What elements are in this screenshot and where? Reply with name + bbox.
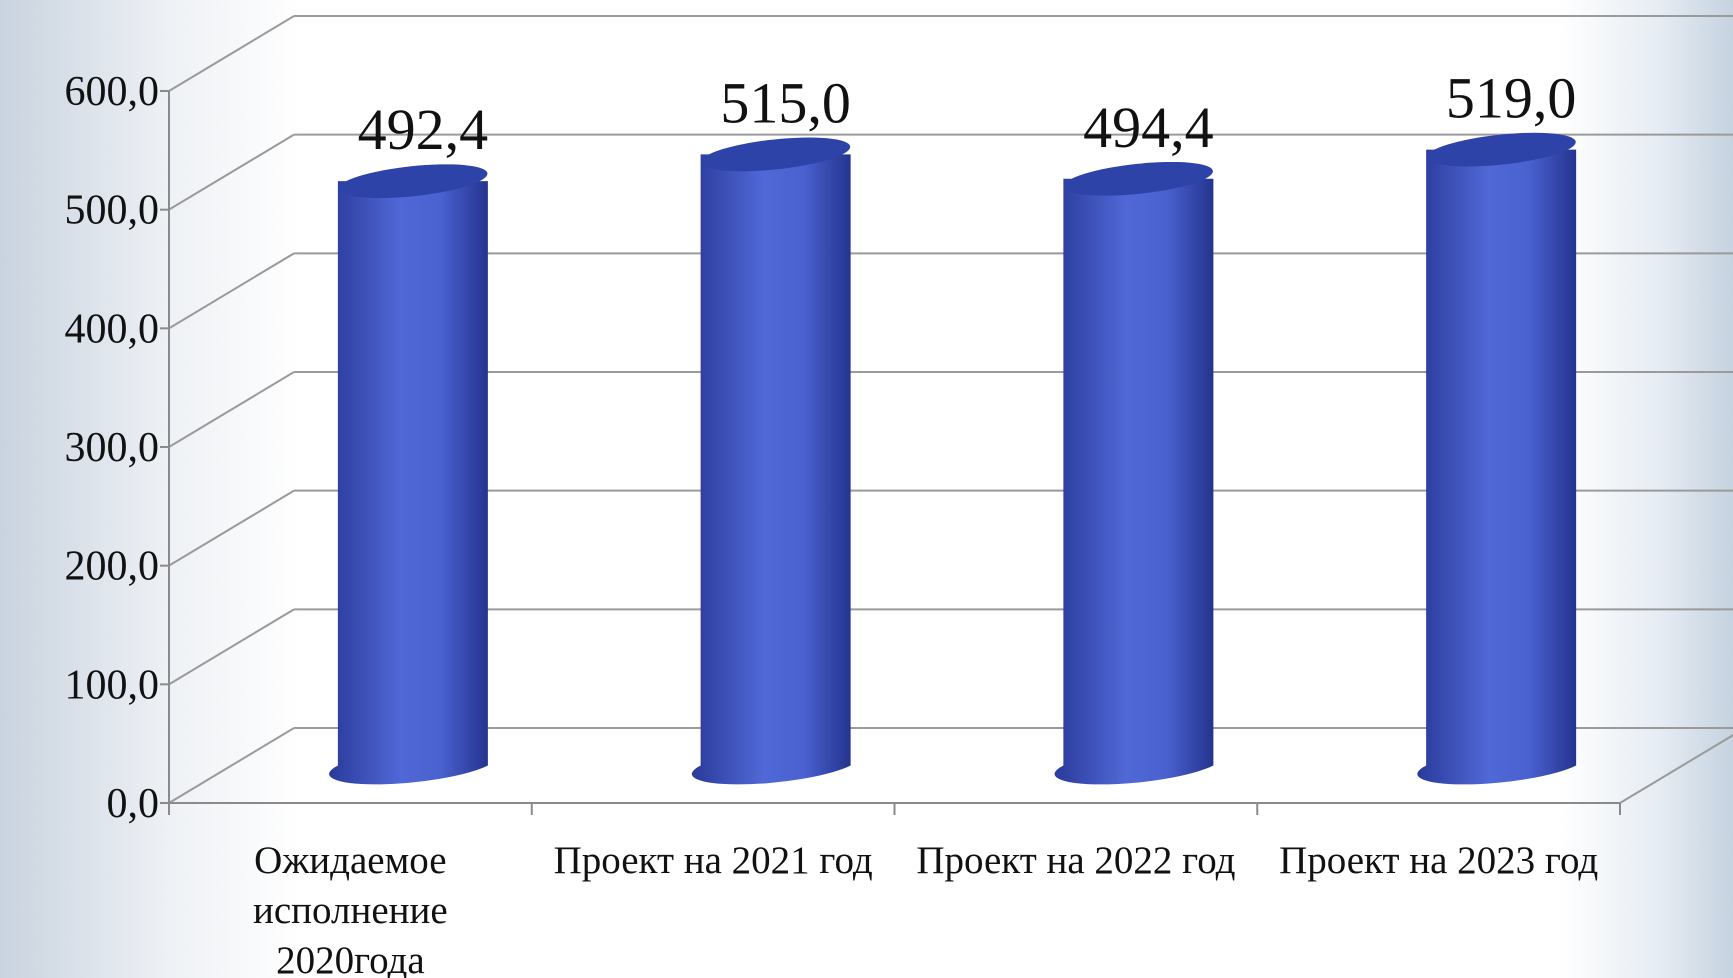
y-tick-label: 500,0 [65, 188, 160, 234]
value-label: 519,0 [1446, 66, 1577, 131]
x-tick-label: Ожидаемое исполнение 2020года [253, 839, 448, 978]
value-label: 492,4 [358, 97, 489, 162]
grid-line [168, 15, 295, 92]
y-tick-label: 100,0 [65, 662, 160, 708]
grid-line [168, 371, 295, 448]
x-tick-label: Проект на 2021 год [553, 839, 873, 882]
x-tick-label: Проект на 2022 год [916, 839, 1236, 882]
bar [1417, 149, 1577, 785]
grid-line [168, 608, 295, 686]
bar [329, 181, 488, 785]
bar [691, 154, 851, 785]
floor-edge [1619, 734, 1733, 804]
y-tick-label: 200,0 [65, 544, 160, 590]
value-label: 515,0 [720, 70, 851, 135]
x-tick-label: Проект на 2023 год [1279, 839, 1599, 882]
bar-top [1426, 132, 1576, 167]
y-tick-label: 400,0 [65, 306, 160, 352]
y-tick-label: 300,0 [65, 425, 160, 471]
grid-line [168, 133, 295, 211]
y-tick-label: 0,0 [107, 781, 160, 827]
value-label: 494,4 [1083, 95, 1214, 160]
grid-line [168, 727, 295, 804]
bar [1054, 178, 1214, 785]
bar-top [1063, 161, 1213, 196]
bar-top [338, 164, 488, 199]
bar-top [701, 137, 851, 172]
grid-line [168, 489, 295, 567]
grid-line [168, 252, 295, 330]
y-tick-label: 600,0 [65, 69, 160, 115]
